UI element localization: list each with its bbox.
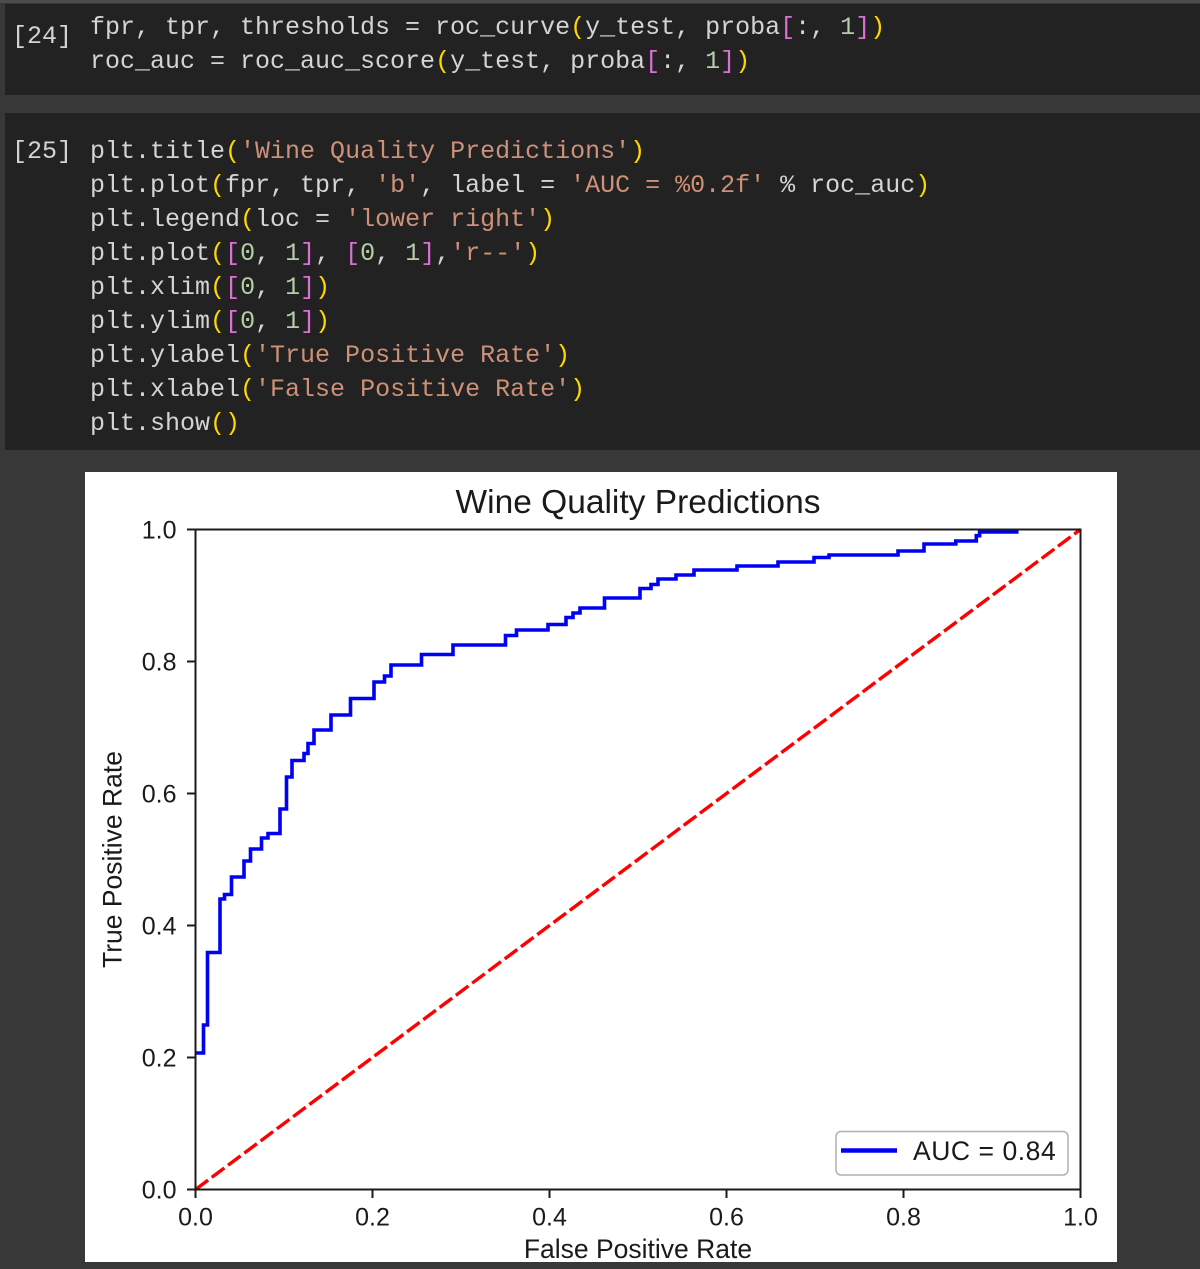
svg-text:0.6: 0.6 — [709, 1204, 744, 1232]
svg-text:0.6: 0.6 — [142, 781, 177, 809]
svg-text:0.2: 0.2 — [142, 1045, 177, 1073]
svg-text:Wine Quality Predictions: Wine Quality Predictions — [456, 484, 821, 521]
svg-text:0.0: 0.0 — [178, 1204, 213, 1232]
svg-text:0.8: 0.8 — [142, 649, 177, 677]
svg-text:0.8: 0.8 — [886, 1204, 921, 1232]
svg-text:True Positive Rate: True Positive Rate — [98, 751, 128, 968]
svg-text:0.0: 0.0 — [142, 1177, 177, 1205]
svg-text:False Positive Rate: False Positive Rate — [524, 1234, 752, 1262]
svg-text:AUC = 0.84: AUC = 0.84 — [913, 1136, 1056, 1166]
svg-text:0.4: 0.4 — [532, 1204, 567, 1232]
svg-text:1.0: 1.0 — [1063, 1204, 1098, 1232]
svg-text:1.0: 1.0 — [142, 517, 177, 545]
svg-text:0.4: 0.4 — [142, 913, 177, 941]
svg-text:0.2: 0.2 — [355, 1204, 390, 1232]
